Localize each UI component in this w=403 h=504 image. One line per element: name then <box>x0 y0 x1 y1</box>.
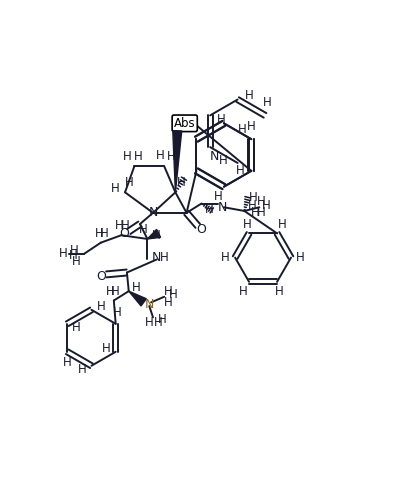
Text: O: O <box>197 223 206 236</box>
Text: H: H <box>164 296 172 309</box>
Text: H: H <box>152 229 161 242</box>
Text: N: N <box>210 150 219 163</box>
Text: H: H <box>296 251 305 264</box>
Text: H: H <box>145 317 154 330</box>
Text: H: H <box>169 288 178 301</box>
Polygon shape <box>173 131 182 193</box>
Text: H: H <box>219 154 228 167</box>
Text: N: N <box>145 298 154 311</box>
Text: H: H <box>177 176 185 190</box>
Text: H: H <box>123 150 131 163</box>
Text: H: H <box>113 306 122 319</box>
Text: H: H <box>134 150 143 163</box>
Polygon shape <box>129 291 146 306</box>
Text: H: H <box>245 89 253 102</box>
Text: H: H <box>221 251 230 264</box>
Text: H: H <box>217 112 226 125</box>
Text: H: H <box>106 285 114 298</box>
Text: O: O <box>119 227 129 240</box>
Text: H: H <box>115 219 124 232</box>
Text: H: H <box>63 356 72 369</box>
Text: H: H <box>132 281 141 294</box>
Text: H: H <box>139 223 148 236</box>
Text: H: H <box>164 285 172 298</box>
Text: H: H <box>160 251 168 264</box>
Text: H: H <box>249 192 258 205</box>
Text: H: H <box>72 321 81 334</box>
Text: H: H <box>78 363 87 376</box>
Text: N: N <box>217 201 227 214</box>
Text: H: H <box>274 285 283 298</box>
Text: H: H <box>278 218 287 230</box>
Text: H: H <box>238 123 246 137</box>
Text: H: H <box>243 218 251 230</box>
Text: H: H <box>236 164 245 177</box>
Text: H: H <box>111 182 120 195</box>
Text: Abs: Abs <box>174 117 195 130</box>
Text: H: H <box>59 247 68 261</box>
Text: H: H <box>95 227 103 240</box>
Text: H: H <box>154 317 163 330</box>
Text: O: O <box>96 270 106 283</box>
Text: H: H <box>247 119 256 133</box>
Text: H: H <box>239 285 248 298</box>
Text: H: H <box>247 199 256 212</box>
Text: H: H <box>257 195 266 208</box>
Text: H: H <box>263 96 271 109</box>
Text: H: H <box>156 149 165 161</box>
Text: N: N <box>148 206 158 219</box>
Text: H: H <box>257 206 266 219</box>
Text: H: H <box>69 249 77 262</box>
Text: H: H <box>102 342 111 354</box>
Text: H: H <box>262 199 270 212</box>
Polygon shape <box>147 229 161 239</box>
Text: H: H <box>120 219 129 232</box>
Text: N: N <box>152 251 162 264</box>
Text: H: H <box>72 255 81 268</box>
Text: H: H <box>100 227 109 240</box>
Text: H: H <box>214 190 223 203</box>
Text: H: H <box>111 285 120 298</box>
Text: H: H <box>96 299 105 312</box>
Text: H: H <box>158 312 167 326</box>
Text: H: H <box>70 243 79 257</box>
Text: H: H <box>167 150 176 163</box>
Text: H: H <box>125 176 133 190</box>
Text: H: H <box>251 206 260 219</box>
Text: H: H <box>205 203 213 216</box>
